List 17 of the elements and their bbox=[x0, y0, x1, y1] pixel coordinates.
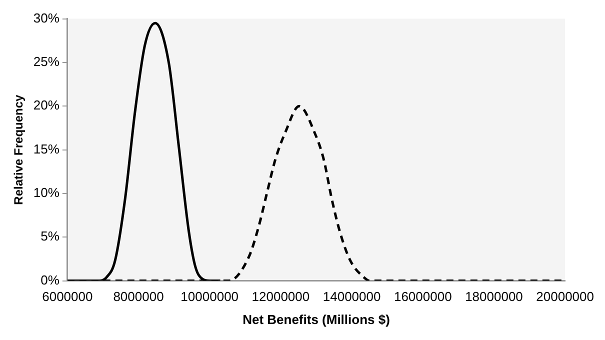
x-tick-label: 6000000 bbox=[42, 289, 93, 304]
y-tick-label: 15% bbox=[33, 141, 60, 156]
x-tick-label: 20000000 bbox=[536, 289, 594, 304]
x-axis-title: Net Benefits (Millions $) bbox=[242, 312, 390, 327]
y-tick-label: 20% bbox=[33, 98, 60, 113]
y-tick-label: 5% bbox=[40, 228, 60, 244]
x-tick-label: 14000000 bbox=[322, 289, 381, 304]
x-tick-label: 10000000 bbox=[180, 289, 239, 304]
y-tick-label: 0% bbox=[40, 272, 60, 288]
x-tick-label: 16000000 bbox=[394, 289, 452, 304]
y-tick-label: 30% bbox=[33, 10, 60, 26]
x-tick-label: 18000000 bbox=[465, 289, 523, 304]
y-axis-title: Relative Frequency bbox=[12, 94, 26, 205]
x-tick-label: 8000000 bbox=[113, 289, 164, 304]
x-tick-label: 12000000 bbox=[252, 289, 310, 304]
y-tick-label: 25% bbox=[33, 54, 60, 70]
y-tick-label: 10% bbox=[33, 185, 60, 200]
